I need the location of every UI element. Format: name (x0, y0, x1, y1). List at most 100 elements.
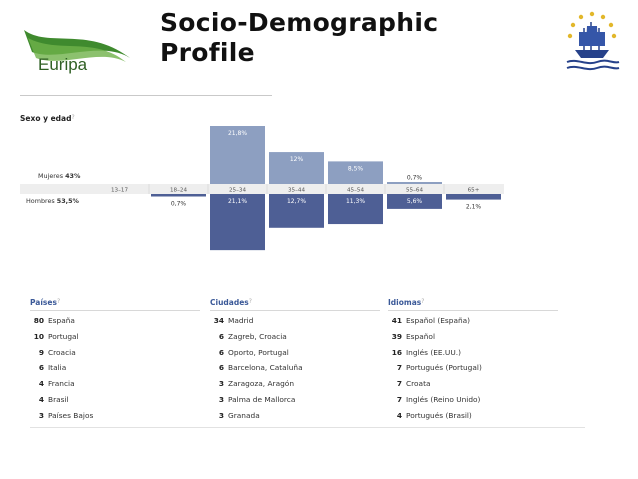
women-bar[interactable] (269, 152, 324, 184)
item-name: Español (España) (406, 316, 471, 325)
list-item: 16 Inglés (EE.UU.) (388, 348, 558, 364)
list-item: 3 Palma de Mallorca (210, 395, 380, 411)
men-value-label: 11,3% (346, 198, 365, 205)
countries-title: Países? (30, 298, 200, 311)
list-item: 7 Portugués (Portugal) (388, 363, 558, 379)
item-count: 80 (33, 316, 44, 325)
list-item: 3 Países Bajos (30, 411, 200, 427)
list-item: 4 Brasil (30, 395, 200, 411)
item-count: 34 (213, 316, 224, 325)
header-divider (20, 95, 272, 96)
help-icon[interactable]: ? (421, 298, 425, 305)
item-count: 7 (396, 394, 402, 404)
men-value-label: 2,1% (466, 204, 482, 211)
item-name: Brasil (48, 394, 69, 404)
item-name: Inglés (Reino Unido) (406, 394, 481, 404)
item-name: Francia (48, 379, 75, 389)
men-value-label: 5,6% (407, 198, 423, 205)
men-bar[interactable] (151, 194, 206, 197)
section-label-text: Sexo y edad (20, 114, 72, 123)
help-icon[interactable]: ? (71, 114, 75, 121)
list-item: 6 Oporto, Portugal (210, 348, 380, 364)
list-item: 80 España (30, 316, 200, 332)
item-name: Madrid (228, 316, 254, 325)
help-icon[interactable]: ? (56, 298, 61, 305)
item-count: 4 (38, 379, 44, 389)
age-tick-label: 25–34 (229, 188, 246, 194)
item-count: 6 (218, 331, 224, 341)
men-bar[interactable] (269, 194, 324, 228)
item-count: 41 (391, 316, 402, 325)
women-value-label: 8,5% (348, 165, 364, 172)
age-tick-label: 18–24 (170, 188, 187, 194)
men-value-label: 0,7% (171, 201, 187, 208)
item-count: 7 (396, 379, 402, 389)
women-legend: Mujeres 43% (38, 172, 81, 180)
list-item: 9 Croacia (30, 348, 200, 364)
men-bar[interactable] (387, 194, 442, 209)
item-count: 10 (33, 331, 44, 341)
men-total: 53,5% (57, 197, 80, 205)
men-legend: Hombres 53,5% (26, 197, 80, 205)
item-count: 3 (218, 394, 224, 404)
age-tick-label: 45–54 (347, 188, 364, 194)
axis-band (20, 184, 504, 194)
list-item: 6 Zagreb, Croacia (210, 332, 380, 348)
item-name: Granada (228, 410, 260, 420)
item-name: Países Bajos (48, 410, 94, 420)
men-bar[interactable] (446, 194, 501, 200)
countries-list: Países? 80 España 10 Portugal 9 Croacia 6 Itali… (30, 298, 200, 427)
list-item: 4 Portugués (Brasil) (388, 411, 558, 427)
women-value-label: 0,7% (407, 175, 423, 182)
item-name: Palma de Mallorca (228, 394, 296, 404)
item-count: 4 (396, 410, 402, 420)
item-count: 16 (391, 347, 402, 357)
list-item: 6 Italia (30, 363, 200, 379)
women-bar[interactable] (387, 182, 442, 184)
women-value-label: 12% (290, 156, 304, 163)
item-count: 4 (38, 394, 44, 404)
item-count: 6 (218, 347, 224, 357)
list-item: 41 Español (España) (388, 316, 558, 332)
age-tick-label: 35–44 (288, 188, 305, 194)
item-count: 3 (218, 410, 224, 420)
men-value-label: 21,1% (228, 198, 247, 205)
age-tick-label: 55–64 (406, 188, 423, 194)
item-name: España (48, 316, 75, 325)
item-count: 39 (391, 331, 402, 341)
item-count: 3 (38, 410, 44, 420)
cities-title: Ciudades? (210, 298, 380, 311)
item-name: Inglés (EE.UU.) (406, 347, 461, 357)
help-icon[interactable]: ? (248, 298, 252, 305)
women-bar[interactable] (328, 161, 383, 184)
title-line-2: Profile (160, 38, 255, 67)
item-count: 6 (38, 363, 44, 373)
demographic-lists: Países? 80 España 10 Portugal 9 Croacia 6 Itali… (30, 298, 585, 428)
logo-text: Euripa (38, 55, 88, 74)
men-bar[interactable] (328, 194, 383, 225)
list-item: 34 Madrid (210, 316, 380, 332)
men-value-label: 12,7% (287, 198, 306, 205)
item-count: 6 (218, 363, 224, 373)
list-item: 7 Inglés (Reino Unido) (388, 395, 558, 411)
item-count: 9 (38, 347, 44, 357)
item-name: Croata (406, 379, 431, 389)
list-item: 7 Croata (388, 379, 558, 395)
item-count: 3 (218, 379, 224, 389)
women-bar[interactable] (210, 126, 265, 184)
item-name: Zaragoza, Aragón (228, 379, 294, 389)
languages-list: Idiomas? 41 Español (España) 39 Español 16 In… (388, 298, 558, 427)
item-name: Croacia (48, 347, 76, 357)
ship-emblem-icon (566, 11, 620, 71)
section-label-sexo-edad: Sexo y edad? (20, 114, 75, 123)
women-total: 43% (65, 172, 81, 180)
cities-list: Ciudades? 34 Madrid 6 Zagreb, Croacia 6 Oport… (210, 298, 380, 427)
list-item: 3 Granada (210, 411, 380, 427)
euripa-logo (24, 30, 130, 62)
age-tick-label: 13–17 (111, 188, 128, 194)
item-name: Portugués (Portugal) (406, 363, 482, 373)
list-item: 10 Portugal (30, 332, 200, 348)
men-bar[interactable] (210, 194, 265, 251)
item-name: Barcelona, Cataluña (228, 363, 303, 373)
